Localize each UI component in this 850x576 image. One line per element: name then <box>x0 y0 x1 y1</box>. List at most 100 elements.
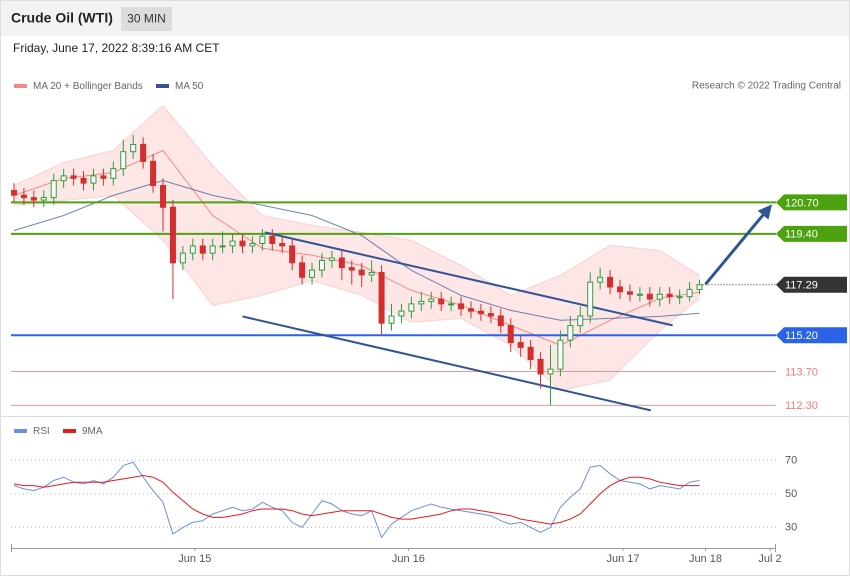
candle-body <box>50 180 57 199</box>
candle-body <box>537 358 544 375</box>
level-box <box>776 276 847 293</box>
legend-swatch <box>156 84 169 88</box>
candle-body <box>617 286 624 293</box>
candle-body <box>527 346 534 360</box>
candle-body <box>10 189 17 196</box>
candle-body <box>100 175 107 179</box>
candle-body <box>169 206 176 264</box>
candle-body <box>398 310 405 317</box>
candle-body <box>676 296 683 299</box>
timeframe: 30 MIN <box>127 12 166 26</box>
candle-body <box>70 175 77 179</box>
legend-label: RSI <box>33 426 50 437</box>
candle-body <box>686 288 693 298</box>
candle-body <box>517 342 524 348</box>
candle-body <box>626 291 633 295</box>
level-box <box>776 225 847 242</box>
arrow-head <box>757 204 773 220</box>
candle-body <box>428 298 435 302</box>
trend-line <box>264 231 673 327</box>
candle-body <box>607 276 614 288</box>
candle-body <box>338 257 345 269</box>
trend-line <box>242 315 652 412</box>
x-tick-label: Jun 17 <box>606 553 639 565</box>
candle-body <box>318 259 325 271</box>
title: Crude Oil (WTI) <box>11 10 113 26</box>
candle-body <box>179 252 186 264</box>
candle-body <box>567 325 574 341</box>
level-label: 117.29 <box>785 280 818 292</box>
candle-body <box>696 284 703 290</box>
level-label: 115.20 <box>785 330 818 342</box>
candle-body <box>259 235 266 245</box>
band-edge <box>13 194 700 391</box>
candle-body <box>418 300 425 305</box>
level-label: 113.70 <box>785 366 818 378</box>
legend-label: 9MA <box>82 426 103 437</box>
candle-body <box>239 240 246 247</box>
candle-body <box>328 257 335 261</box>
candle-body <box>80 177 87 184</box>
candle-body <box>408 303 415 312</box>
candle-body <box>30 197 37 201</box>
candle-body <box>189 245 196 254</box>
candle-body <box>547 368 554 375</box>
candle-body <box>458 303 465 310</box>
candle-body <box>348 267 355 271</box>
x-tick-label: Jun 15 <box>178 553 211 565</box>
candle-body <box>577 315 584 327</box>
level-box <box>776 194 847 211</box>
x-tick-label: Jul 2 <box>758 553 781 565</box>
candle-body <box>279 243 286 247</box>
legend-label: MA 50 <box>175 81 204 92</box>
candle-body <box>130 143 137 153</box>
x-tick-label: Jun 18 <box>689 553 722 565</box>
candle-body <box>438 298 445 305</box>
candle-body <box>150 160 157 187</box>
candle-body <box>388 315 395 324</box>
candle-body <box>507 325 514 344</box>
candle-body <box>646 293 653 300</box>
candle-body <box>666 293 673 298</box>
legend-label: MA 20 + Bollinger Bands <box>33 81 143 92</box>
date: Friday, June 17, 2022 8:39:16 AM CET <box>13 41 220 55</box>
legend-swatch <box>63 429 76 433</box>
candle-body <box>40 197 47 201</box>
candle-body <box>358 269 365 276</box>
candle-body <box>229 240 236 247</box>
band-edge <box>13 104 700 296</box>
level-box <box>776 327 847 344</box>
legend-swatch <box>14 429 27 433</box>
candle-body <box>110 168 117 179</box>
level-label: 120.70 <box>785 197 819 209</box>
y-tick-label: 30 <box>785 521 797 533</box>
timeframe-badge[interactable] <box>121 7 172 31</box>
candle-body <box>467 308 474 312</box>
y-tick-label: 70 <box>785 454 797 466</box>
candle-body <box>219 245 226 248</box>
candle-body <box>557 339 564 370</box>
candle-body <box>299 262 306 278</box>
forecast-arrow <box>704 210 768 286</box>
ma50-line <box>13 179 700 321</box>
bollinger-band <box>14 105 700 391</box>
candle-body <box>309 269 316 278</box>
level-label: 112.30 <box>785 400 818 412</box>
candle-body <box>249 243 256 247</box>
credit: Research © 2022 Trading Central <box>692 81 841 92</box>
candle-body <box>140 143 147 162</box>
x-tick-label: Jun 16 <box>392 553 425 565</box>
candle-body <box>120 151 127 170</box>
candle-body <box>636 293 643 296</box>
y-tick-label: 50 <box>785 488 797 500</box>
rsi-line <box>13 461 700 539</box>
candle-body <box>20 194 27 199</box>
candle-body <box>90 175 97 184</box>
rsi-line <box>13 474 700 525</box>
candle-body <box>368 271 375 276</box>
candle-body <box>497 315 504 327</box>
candle-body <box>448 303 455 306</box>
candle-body <box>160 185 167 208</box>
candle-body <box>289 245 296 264</box>
